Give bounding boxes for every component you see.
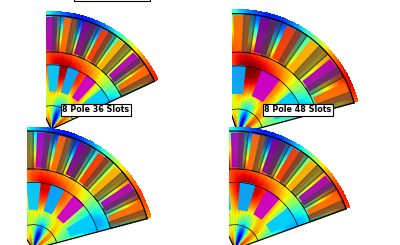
Polygon shape [234, 16, 250, 50]
Polygon shape [262, 140, 285, 175]
Polygon shape [238, 131, 249, 170]
Polygon shape [111, 57, 145, 85]
Polygon shape [276, 149, 303, 183]
Polygon shape [301, 182, 337, 208]
Polygon shape [0, 136, 15, 171]
Polygon shape [289, 161, 319, 193]
Polygon shape [49, 65, 59, 91]
Polygon shape [73, 76, 95, 101]
Polygon shape [42, 132, 55, 170]
Polygon shape [101, 184, 136, 210]
Polygon shape [83, 157, 114, 190]
Polygon shape [2, 133, 18, 172]
Polygon shape [254, 191, 279, 219]
Polygon shape [210, 134, 226, 169]
Polygon shape [280, 151, 308, 186]
Polygon shape [118, 69, 151, 93]
Polygon shape [102, 190, 140, 214]
Polygon shape [52, 136, 71, 171]
Polygon shape [56, 136, 76, 174]
Polygon shape [261, 18, 283, 58]
Polygon shape [218, 131, 230, 170]
Polygon shape [110, 53, 140, 81]
Polygon shape [99, 40, 127, 71]
Polygon shape [36, 133, 50, 168]
Polygon shape [68, 215, 96, 236]
Polygon shape [66, 17, 81, 55]
Polygon shape [8, 23, 28, 56]
Polygon shape [26, 18, 41, 52]
Polygon shape [291, 165, 324, 196]
Polygon shape [207, 17, 227, 53]
Polygon shape [82, 89, 108, 111]
Polygon shape [253, 134, 270, 172]
Polygon shape [299, 176, 332, 205]
Polygon shape [226, 66, 245, 94]
Polygon shape [267, 141, 290, 178]
Polygon shape [273, 27, 301, 63]
Polygon shape [102, 43, 132, 75]
Polygon shape [290, 41, 322, 75]
Polygon shape [270, 92, 301, 119]
Polygon shape [66, 143, 91, 178]
Polygon shape [238, 183, 255, 211]
Polygon shape [0, 139, 4, 177]
Polygon shape [248, 135, 265, 170]
Polygon shape [213, 183, 230, 211]
Polygon shape [14, 19, 31, 56]
Polygon shape [216, 14, 231, 54]
Polygon shape [91, 31, 117, 66]
Polygon shape [314, 92, 354, 113]
Polygon shape [52, 15, 61, 52]
Polygon shape [109, 203, 144, 225]
Polygon shape [27, 182, 40, 209]
Polygon shape [314, 83, 350, 108]
Polygon shape [109, 210, 147, 228]
Polygon shape [58, 196, 84, 223]
Polygon shape [33, 16, 44, 53]
Polygon shape [29, 66, 44, 93]
Polygon shape [190, 138, 211, 173]
Polygon shape [308, 200, 346, 222]
Polygon shape [294, 46, 328, 80]
Polygon shape [92, 167, 124, 198]
Polygon shape [79, 23, 100, 59]
Polygon shape [303, 60, 339, 91]
Polygon shape [88, 30, 112, 62]
Polygon shape [46, 17, 57, 50]
Polygon shape [61, 18, 76, 52]
Polygon shape [197, 135, 215, 173]
Polygon shape [252, 70, 279, 101]
Polygon shape [16, 133, 30, 168]
Polygon shape [119, 74, 154, 97]
Polygon shape [254, 18, 276, 55]
Polygon shape [308, 194, 342, 218]
Text: 8 Pole 48 Slots: 8 Pole 48 Slots [264, 105, 332, 114]
Polygon shape [278, 29, 307, 67]
Text: 8 Pole 36 Slots: 8 Pole 36 Slots [62, 105, 130, 114]
Polygon shape [267, 208, 296, 232]
Polygon shape [44, 185, 64, 214]
Polygon shape [94, 172, 128, 202]
Polygon shape [70, 145, 96, 181]
Polygon shape [80, 154, 108, 187]
Polygon shape [306, 67, 344, 95]
Polygon shape [62, 67, 78, 94]
Polygon shape [75, 23, 95, 56]
Polygon shape [3, 185, 22, 213]
Polygon shape [232, 133, 244, 167]
Polygon shape [24, 131, 33, 169]
Polygon shape [242, 14, 256, 53]
